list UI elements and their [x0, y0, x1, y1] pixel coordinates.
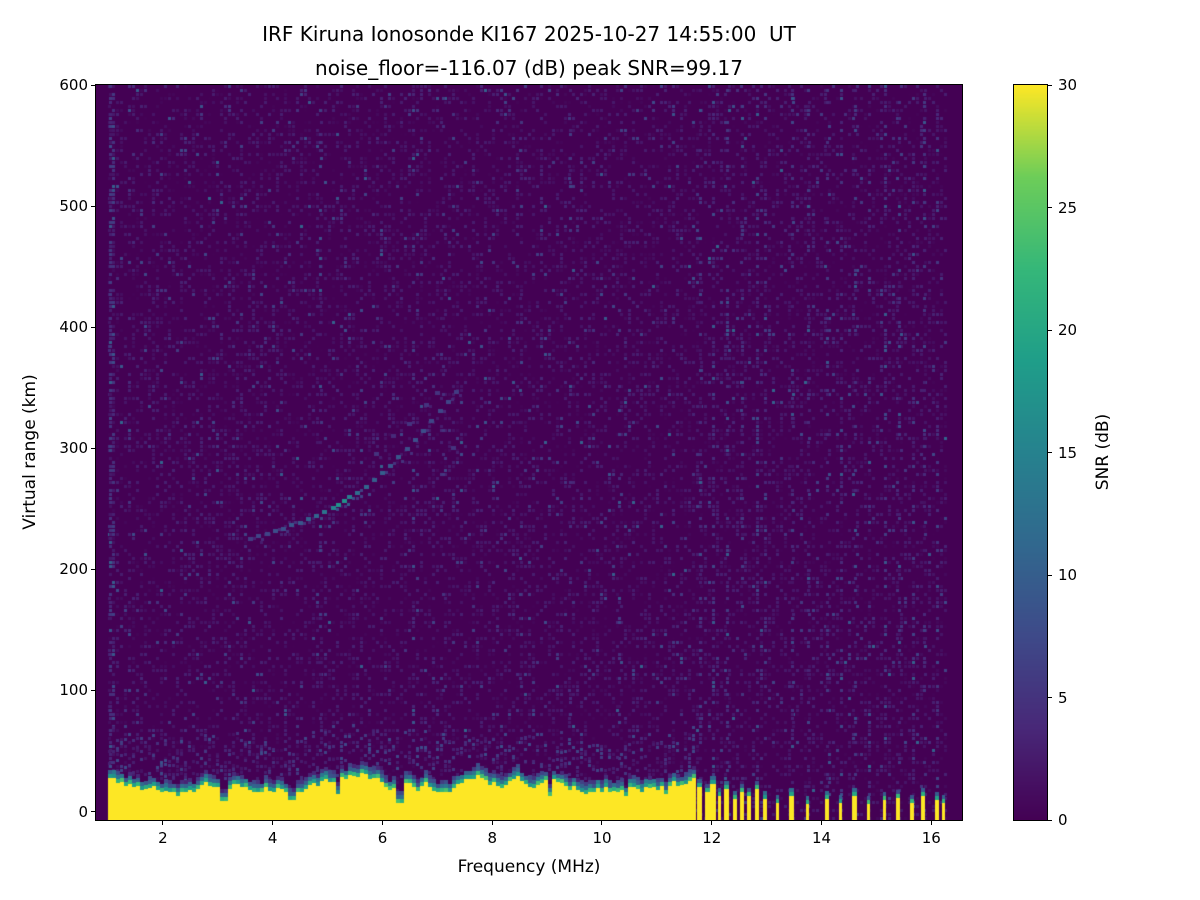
y-tick-mark [91, 447, 95, 449]
colorbar-tick-label: 20 [1058, 321, 1078, 339]
colorbar-tick-mark [1048, 697, 1052, 698]
x-tick-mark [711, 821, 713, 825]
y-tick-label: 200 [59, 560, 88, 579]
colorbar-tick-mark [1048, 329, 1052, 331]
y-tick-label: 300 [59, 439, 88, 458]
y-tick-mark [91, 326, 95, 328]
colorbar-tick-label: 15 [1058, 443, 1078, 462]
y-tick-label: 100 [59, 681, 88, 700]
colorbar-tick-label: 0 [1058, 811, 1068, 829]
y-tick-label: 0 [78, 802, 88, 821]
y-tick-mark [91, 205, 95, 207]
colorbar-tick-mark [1048, 819, 1052, 821]
x-tick-label: 14 [811, 829, 832, 847]
x-tick-mark [491, 821, 493, 825]
x-tick-mark [601, 821, 603, 825]
x-tick-label: 10 [592, 829, 612, 847]
colorbar-tick-label: 30 [1058, 76, 1078, 94]
y-tick-mark [91, 84, 95, 86]
x-tick-mark [930, 821, 932, 825]
y-tick-mark [91, 568, 95, 570]
y-tick-label: 500 [59, 197, 88, 216]
heatmap-axes [95, 84, 963, 821]
x-tick-mark [821, 821, 822, 825]
x-tick-label: 8 [487, 829, 497, 847]
chart-title: IRF Kiruna Ionosonde KI167 2025-10-27 14… [262, 22, 796, 46]
ionogram-heatmap [96, 85, 962, 820]
colorbar-gradient [1014, 85, 1047, 820]
x-tick-mark [162, 821, 164, 825]
x-tick-mark [272, 821, 274, 825]
colorbar-tick-label: 25 [1058, 198, 1078, 217]
colorbar-tick-mark [1048, 452, 1052, 453]
chart-subtitle: noise_floor=-116.07 (dB) peak SNR=99.17 [315, 56, 743, 80]
colorbar-tick-mark [1048, 574, 1052, 576]
colorbar-tick-mark [1048, 84, 1052, 86]
x-tick-label: 2 [158, 829, 168, 847]
y-tick-label: 400 [59, 318, 88, 337]
y-tick-label: 600 [59, 76, 88, 94]
y-tick-mark [91, 689, 95, 691]
x-axis-label: Frequency (MHz) [457, 857, 601, 877]
y-tick-mark [91, 811, 95, 813]
colorbar-tick-label: 10 [1058, 566, 1078, 584]
colorbar-label: SNR (dB) [1093, 413, 1113, 491]
x-tick-label: 16 [921, 829, 941, 847]
y-axis-label: Virtual range (km) [20, 374, 40, 530]
x-tick-label: 4 [267, 829, 278, 847]
x-tick-label: 6 [377, 829, 388, 847]
x-tick-label: 12 [702, 829, 722, 847]
colorbar [1013, 84, 1048, 821]
colorbar-tick-mark [1048, 207, 1052, 208]
colorbar-tick-label: 5 [1058, 688, 1068, 707]
x-tick-mark [381, 821, 383, 825]
